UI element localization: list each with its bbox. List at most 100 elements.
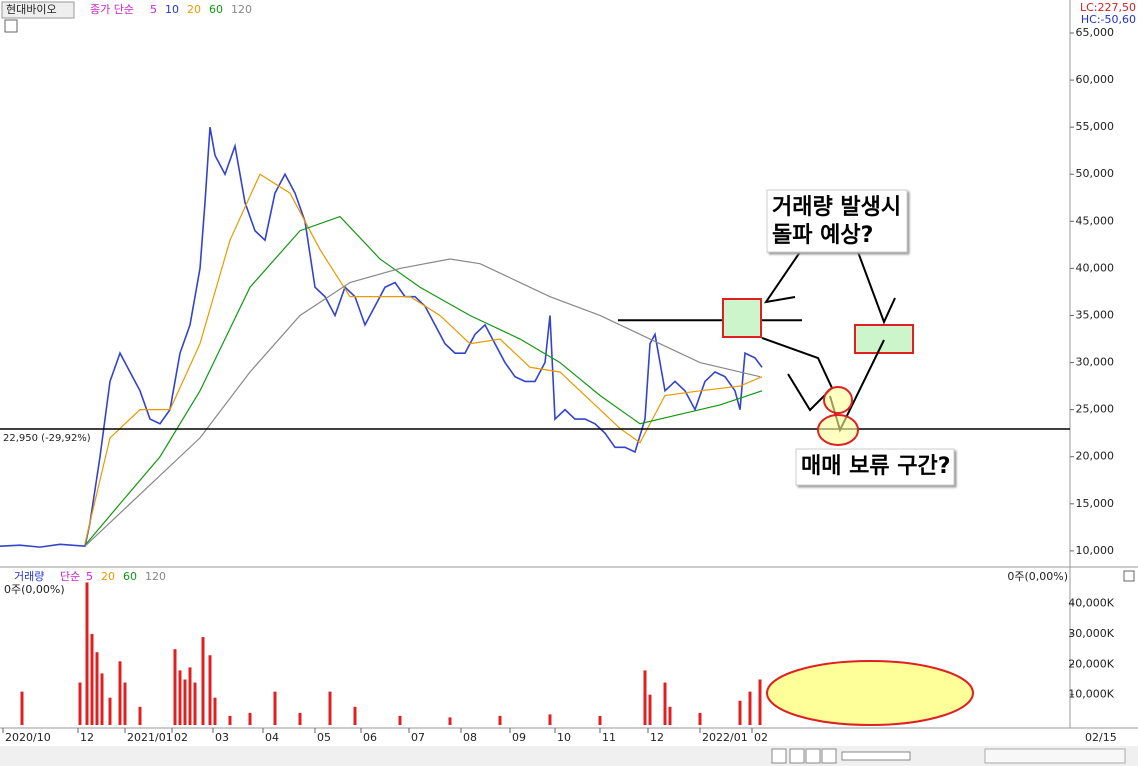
indicator: 종가 단순: [90, 3, 134, 16]
volume-bar: [663, 682, 667, 725]
target-box: [722, 298, 762, 338]
period: 5: [150, 3, 157, 16]
y-tick-label: 65,000: [1076, 26, 1115, 39]
arrow: [763, 251, 896, 325]
x-tick-label: 02: [174, 731, 188, 744]
volume-bar: [498, 715, 502, 725]
volume-bar: [548, 714, 552, 725]
volume-indicator: 단순: [60, 570, 80, 583]
hc-label: HC:-50,60: [1081, 13, 1136, 26]
period: 5: [86, 570, 93, 583]
period: 10: [165, 3, 179, 16]
y-tick-label: 40,000: [1076, 261, 1115, 274]
volume-stat: 0주(0,00%): [4, 583, 65, 596]
volume-bar: [748, 691, 752, 725]
volume-stat-right: 0주(0,00%): [1007, 570, 1068, 583]
volume-bar: [95, 652, 99, 725]
volume-bar: [123, 682, 127, 725]
volume-bar: [298, 712, 302, 725]
volume-bar: [20, 691, 24, 725]
volume-bar: [188, 667, 192, 725]
volume-bar: [738, 700, 742, 725]
x-tick-label: 07: [411, 731, 425, 744]
y-tick-label: 30,000: [1076, 356, 1115, 369]
volume-bar: [78, 682, 82, 725]
volume-bar: [100, 673, 104, 725]
y-tick-label: 35,000: [1076, 308, 1115, 321]
volume-bar: [201, 637, 205, 725]
y-tick-label: 60,000: [1076, 73, 1115, 86]
footer-date: 02/15: [1085, 731, 1117, 744]
price-line: [84, 173, 763, 544]
x-tick-label: 12: [650, 731, 664, 744]
callout-box: [795, 448, 955, 486]
x-tick-label: 2020/10: [5, 731, 51, 744]
x-tick-label: 02: [754, 731, 768, 744]
zoom-tools[interactable]: [984, 748, 1126, 764]
x-tick-label: 2021/01: [127, 731, 173, 744]
period: 20: [187, 3, 201, 16]
volume-bar: [448, 717, 452, 725]
scroll-bar[interactable]: [841, 751, 911, 761]
y-tick-label: 15,000: [1076, 497, 1115, 510]
toolbar-bg: [0, 746, 1138, 766]
volume-bar: [273, 691, 277, 725]
support-label: 22,950 (-29,92%): [3, 433, 91, 444]
volume-bar: [758, 679, 762, 725]
volume-bar: [328, 691, 332, 725]
period: 20: [101, 570, 115, 583]
period: 60: [209, 3, 223, 16]
volume-bar: [598, 715, 602, 725]
price-line: [84, 215, 763, 546]
toolbar: [0, 746, 1138, 766]
x-tick-label: 2022/01: [702, 731, 748, 744]
callout-box: [766, 189, 908, 253]
volume-bar: [208, 655, 212, 725]
y-tick-label: 10,000: [1076, 544, 1115, 557]
collapse-button[interactable]: [1123, 570, 1135, 582]
y-tick-label: 10,000K: [1068, 688, 1114, 701]
volume-bar: [228, 715, 232, 725]
callout-text: 돌파 예상?: [772, 223, 873, 248]
volume-bar: [118, 661, 122, 725]
x-tick-label: 05: [317, 731, 331, 744]
y-tick-label: 50,000: [1076, 167, 1115, 180]
stop-button[interactable]: [805, 748, 821, 764]
y-tick-label: 20,000K: [1068, 657, 1114, 670]
volume-bar: [648, 694, 652, 725]
callout-text: 거래량 발생시: [772, 195, 901, 220]
volume-title: 거래량: [14, 570, 44, 583]
price-line: [84, 258, 761, 547]
period: 120: [231, 3, 252, 16]
x-tick-label: 10: [557, 731, 571, 744]
period: 60: [123, 570, 137, 583]
rewind-button[interactable]: [789, 748, 805, 764]
volume-bar: [85, 582, 89, 725]
x-tick-label: 12: [80, 731, 94, 744]
volume-bar: [178, 670, 182, 725]
symbol-box[interactable]: [1, 1, 75, 19]
x-tick-label: 08: [463, 731, 477, 744]
target-box: [854, 324, 914, 354]
x-tick-label: 09: [512, 731, 526, 744]
volume-ellipse: [766, 660, 974, 726]
y-tick-label: 30,000K: [1068, 627, 1114, 640]
volume-bar: [138, 706, 142, 725]
callout-text: 매매 보류 구간?: [801, 454, 951, 479]
volume-bar: [698, 712, 702, 725]
volume-bar: [90, 634, 94, 725]
volume-bar: [183, 679, 187, 725]
grid-icon[interactable]: [4, 19, 18, 33]
volume-bar: [173, 649, 177, 725]
play-button[interactable]: [771, 748, 787, 764]
forward-button[interactable]: [821, 748, 837, 764]
pullback-circle: [823, 386, 853, 414]
y-tick-label: 25,000: [1076, 403, 1115, 416]
x-tick-label: 11: [602, 731, 616, 744]
y-tick-label: 55,000: [1076, 120, 1115, 133]
y-tick-label: 45,000: [1076, 214, 1115, 227]
pullback-circle: [817, 414, 859, 446]
x-tick-label: 03: [215, 731, 229, 744]
x-tick-label: 04: [265, 731, 279, 744]
